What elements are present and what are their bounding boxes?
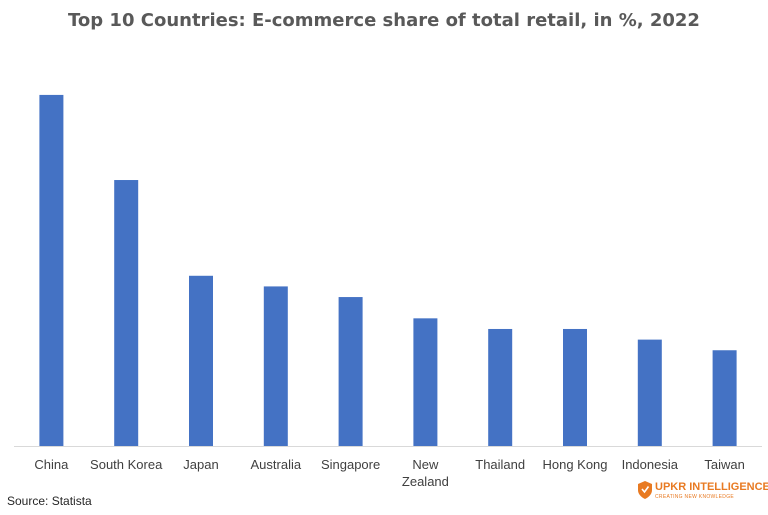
bar-new-zealand [413,318,438,446]
x-tick-label: China [34,457,69,472]
bar-singapore [338,297,363,446]
bar-australia [263,286,288,446]
x-tick-label: Thailand [475,457,525,472]
x-tick-label: Australia [251,457,302,472]
bar-japan [189,275,213,446]
x-tick-label: Zealand [402,474,449,489]
bar-hong-kong [563,328,587,446]
x-tick-label: Indonesia [622,457,679,472]
x-tick-label: New [412,457,439,472]
bar-indonesia [637,339,662,446]
x-tick-label: South Korea [90,457,163,472]
bar-south-korea [114,180,139,446]
bar-taiwan [712,350,737,446]
chart-title: Top 10 Countries: E-commerce share of to… [68,10,700,31]
brand-tagline: CREATING NEW KNOWLEDGE [655,494,735,500]
shield-icon [638,481,652,499]
bar-china [39,94,64,447]
x-tick-label: Taiwan [704,457,744,472]
x-tick-label: Japan [183,457,218,472]
brand-logo: UPKR INTELLIGENCE CREATING NEW KNOWLEDGE [638,480,768,504]
x-tick-label: Singapore [321,457,380,472]
source-note: Source: Statista [7,494,92,508]
bar-thailand [488,328,513,446]
brand-name: UPKR INTELLIGENCE [655,481,768,493]
x-tick-label: Hong Kong [542,457,607,472]
